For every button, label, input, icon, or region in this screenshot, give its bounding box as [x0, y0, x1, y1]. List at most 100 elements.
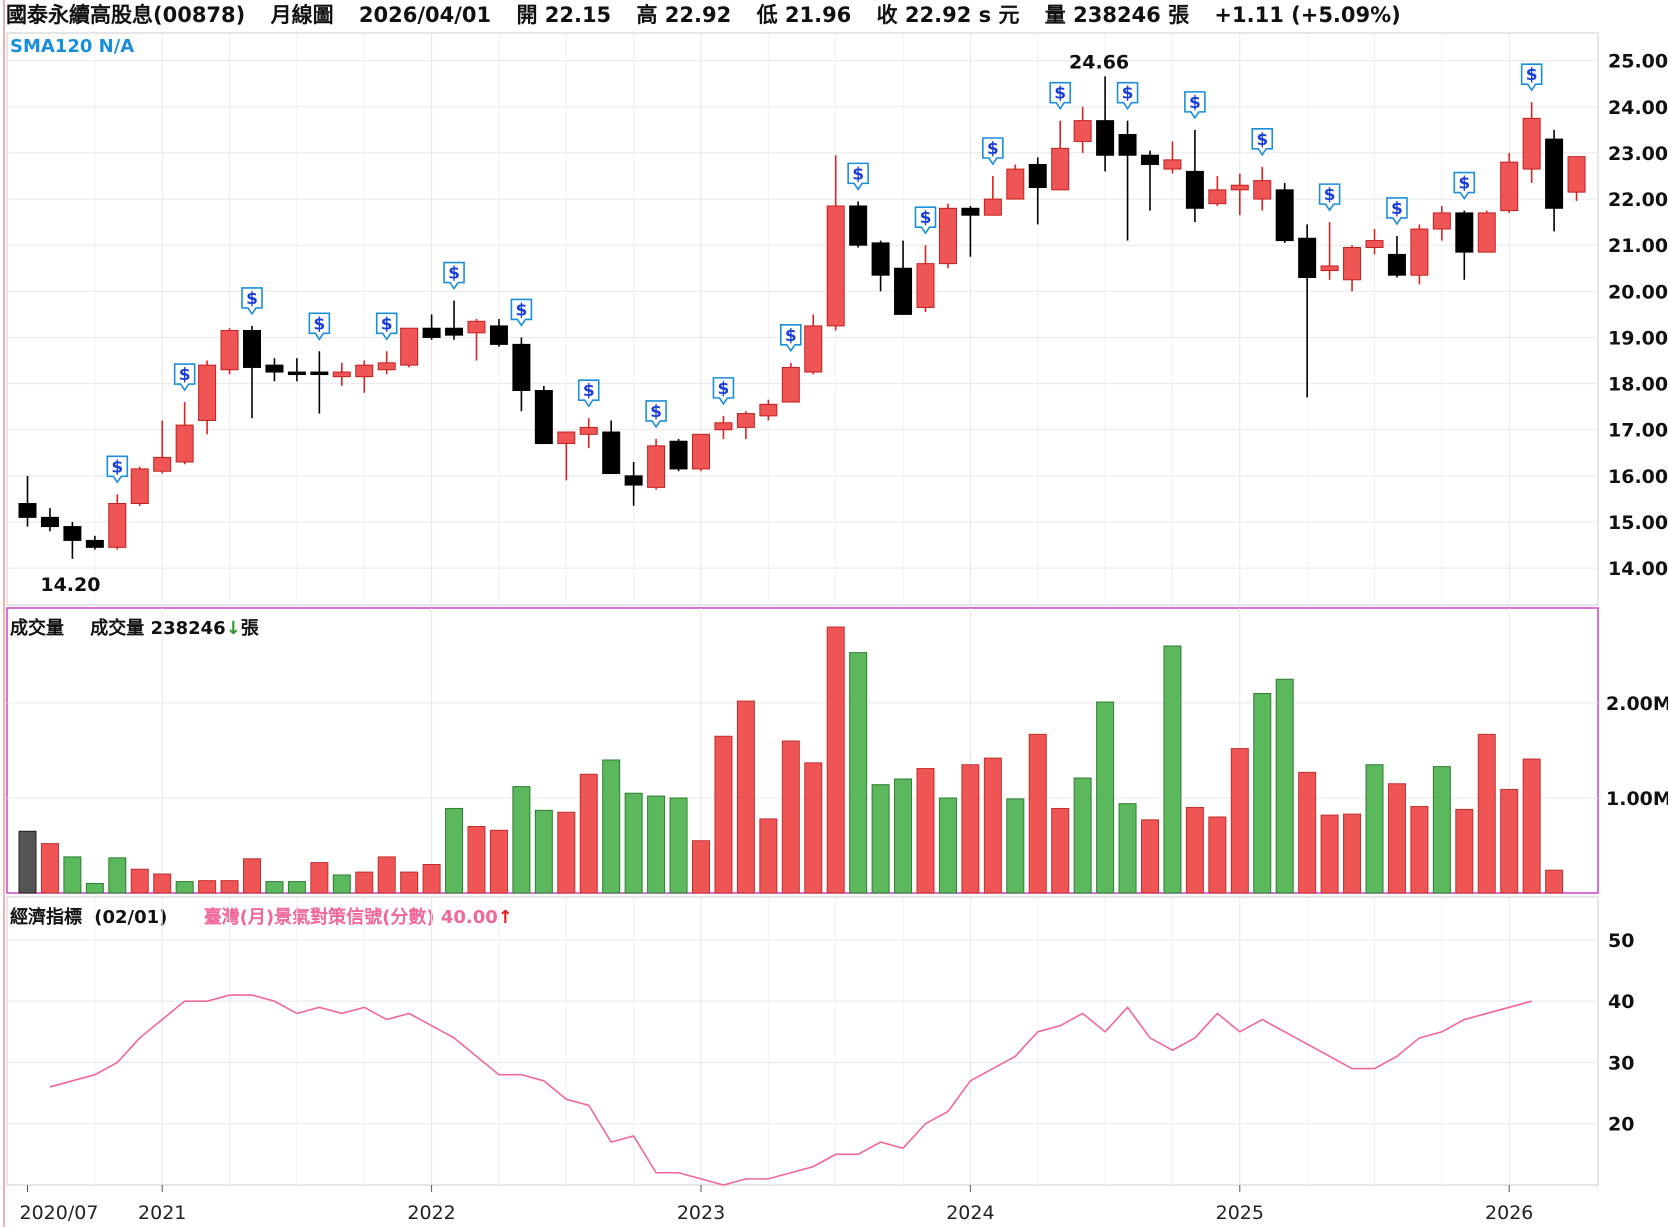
volume-bar: [1522, 758, 1541, 894]
dividend-marker: [308, 312, 331, 341]
volume-bar: [557, 811, 576, 894]
dividend-icon: $: [650, 402, 662, 422]
price-axis-label: 23.00: [1608, 143, 1668, 165]
price-axis-label: 16.00: [1608, 466, 1668, 488]
candle-body: [1096, 120, 1115, 156]
dividend-marker: [1520, 63, 1543, 92]
price-axis-label: 14.00: [1608, 558, 1668, 580]
volume-bar: [1163, 645, 1182, 894]
volume-bar: [265, 881, 284, 894]
candle-body: [983, 198, 1002, 216]
volume-bar: [1096, 701, 1115, 894]
volume-bar: [1343, 813, 1362, 894]
candle-body: [422, 327, 441, 338]
candle-body: [332, 371, 351, 378]
candle-body: [1320, 265, 1339, 272]
x-axis-label: 2020/07: [20, 1202, 99, 1224]
candle-body: [669, 440, 688, 470]
dividend-icon: $: [515, 300, 527, 320]
dividend-marker: [1116, 81, 1139, 111]
dividend-marker: [914, 206, 937, 235]
dividend-marker: [712, 377, 735, 406]
volume-title: 成交量: [10, 618, 64, 639]
symbol-name: 國泰永續高股息(00878): [6, 3, 246, 27]
price-axis-label: 18.00: [1608, 374, 1668, 396]
volume-bar: [1432, 766, 1451, 894]
price-axis-label: 20.00: [1608, 281, 1668, 303]
volume-bar: [579, 773, 598, 894]
volume-panel-title: 成交量 成交量 238246↓張: [10, 614, 259, 640]
volume-bar: [489, 829, 508, 894]
candle-body: [647, 445, 666, 488]
indicator-series-label: 臺灣(月)景氣對策信號(分數) 40.00: [203, 907, 498, 928]
candle-body: [1298, 237, 1317, 278]
candle-body: [849, 205, 868, 246]
candle-body: [1185, 170, 1204, 209]
dividend-icon: $: [987, 139, 999, 159]
volume-bar: [512, 786, 531, 894]
date-label: 2026/04/01: [358, 3, 492, 27]
candle-body: [938, 207, 957, 265]
dividend-marker: [847, 162, 869, 191]
volume-bar: [1028, 733, 1047, 894]
volume-label: 量 238246 張: [1044, 3, 1190, 27]
low-label: 低 21.96: [756, 3, 852, 27]
indicator-axis-label: 40: [1608, 991, 1634, 1013]
open-label: 開 22.15: [516, 3, 612, 27]
volume-bar: [1298, 771, 1317, 894]
chart-header: 國泰永續高股息(00878) 月線圖 2026/04/01 開 22.15 高 …: [6, 0, 1419, 30]
candle-body: [1500, 161, 1519, 212]
indicator-line: [49, 994, 1532, 1186]
volume-bar: [332, 874, 351, 894]
dividend-marker: [1318, 183, 1341, 212]
volume-bar: [714, 735, 733, 894]
dividend-icon: $: [1256, 130, 1268, 150]
volume-bar: [534, 809, 553, 894]
x-axis-label: 2021: [138, 1202, 186, 1224]
dividend-icon: $: [448, 264, 460, 284]
candle-body: [916, 263, 935, 308]
candle-body: [557, 431, 576, 445]
dividend-icon: $: [920, 208, 932, 228]
dividend-icon: $: [381, 314, 393, 334]
candle-body: [400, 327, 419, 366]
candle-body: [781, 366, 800, 403]
dividend-marker: [510, 298, 533, 327]
volume-bar: [1118, 803, 1137, 894]
candle-body: [445, 327, 464, 336]
volume-bar: [1387, 783, 1406, 894]
up-arrow-icon: ↑: [497, 907, 513, 928]
volume-bar: [1545, 869, 1564, 894]
volume-bar: [961, 764, 980, 894]
price-axis-label: 24.00: [1608, 97, 1668, 119]
volume-bar: [287, 881, 306, 894]
candle-body: [1343, 247, 1362, 281]
candle-body: [1051, 147, 1070, 191]
candle-body: [265, 364, 284, 373]
candle-body: [377, 362, 396, 371]
volume-axis-label: 1.00M: [1606, 788, 1668, 810]
dividend-icon: $: [785, 326, 797, 346]
down-arrow-icon: ↓: [225, 618, 241, 639]
price-axis-label: 21.00: [1608, 235, 1668, 257]
volume-bar: [1006, 798, 1025, 894]
volume-bar: [669, 797, 688, 894]
price-panel-frame: [6, 32, 1599, 606]
candle-body: [624, 475, 643, 486]
volume-bar: [804, 762, 823, 894]
volume-bar: [445, 807, 464, 894]
candle-body: [826, 205, 845, 327]
volume-bar: [826, 626, 845, 894]
dividend-marker: [443, 261, 465, 290]
dividend-marker: [780, 324, 802, 353]
candle-body: [1163, 159, 1182, 170]
volume-bar: [243, 858, 261, 894]
change-label: +1.11 (+5.09%): [1214, 3, 1401, 27]
volume-bar: [983, 757, 1002, 894]
candle-body: [1141, 154, 1159, 165]
candle-body: [714, 422, 733, 431]
volume-axis-label: 2.00M: [1606, 693, 1668, 715]
indicator-axis-label: 20: [1608, 1114, 1634, 1136]
volume-bar: [1477, 733, 1496, 894]
